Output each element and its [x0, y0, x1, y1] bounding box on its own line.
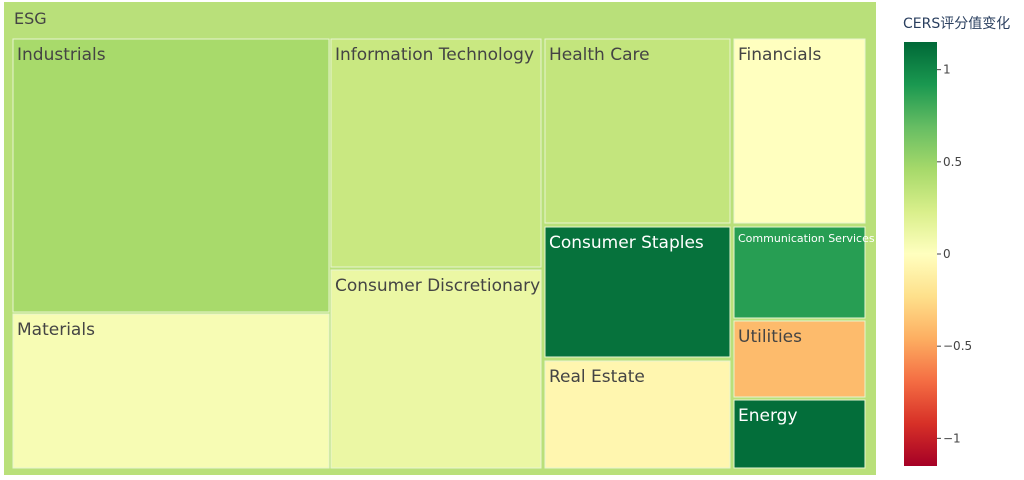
tile-financials[interactable]: Financials	[733, 38, 866, 224]
tile-energy[interactable]: Energy	[733, 399, 866, 469]
colorbar-tick-label: −0.5	[943, 339, 972, 353]
tile-utilities[interactable]: Utilities	[733, 320, 866, 398]
tile-rect-information-technology[interactable]	[330, 38, 542, 268]
tile-label-communication-services: Communication Services	[738, 232, 875, 245]
tile-health-care[interactable]: Health Care	[544, 38, 731, 224]
tile-communication-services[interactable]: Communication Services	[733, 226, 875, 319]
tile-rect-industrials[interactable]	[12, 38, 330, 313]
tile-label-real-estate: Real Estate	[549, 367, 645, 387]
colorbar-tick-label: −1	[943, 431, 961, 445]
tile-label-energy: Energy	[738, 406, 798, 426]
tile-rect-health-care[interactable]	[544, 38, 731, 224]
tile-label-industrials: Industrials	[17, 45, 106, 65]
colorbar-title: CERS评分值变化	[903, 16, 1010, 32]
tile-rect-consumer-staples[interactable]	[544, 226, 731, 358]
tile-industrials[interactable]: Industrials	[12, 38, 330, 313]
tile-label-financials: Financials	[738, 45, 821, 65]
treemap-tiles: Industrials Materials Information Technolo…	[12, 38, 875, 469]
tile-information-technology[interactable]: Information Technology	[330, 38, 542, 268]
tile-rect-consumer-discretionary[interactable]	[330, 269, 542, 469]
tile-rect-energy[interactable]	[733, 399, 866, 469]
tile-rect-materials[interactable]	[12, 313, 330, 469]
tile-label-consumer-discretionary: Consumer Discretionary	[335, 276, 540, 296]
tile-label-information-technology: Information Technology	[335, 45, 534, 65]
tile-label-materials: Materials	[17, 320, 95, 340]
colorbar-tick-label: 0.5	[943, 155, 962, 169]
tile-consumer-discretionary[interactable]: Consumer Discretionary	[330, 269, 542, 469]
tile-rect-communication-services[interactable]	[733, 226, 866, 319]
tile-real-estate[interactable]: Real Estate	[544, 360, 731, 469]
tile-label-health-care: Health Care	[549, 45, 650, 65]
colorbar-tick-label: 1	[943, 63, 951, 77]
root-label: ESG	[14, 9, 47, 28]
colorbar-ticks: 1 0.5 0 −0.5 −1	[937, 63, 972, 445]
tile-label-consumer-staples: Consumer Staples	[549, 233, 704, 253]
tile-label-utilities: Utilities	[738, 327, 802, 347]
tile-consumer-staples[interactable]: Consumer Staples	[544, 226, 731, 358]
tile-rect-utilities[interactable]	[733, 320, 866, 398]
colorbar	[904, 42, 937, 466]
tile-materials[interactable]: Materials	[12, 313, 330, 469]
colorbar-tick-label: 0	[943, 247, 951, 261]
tile-rect-financials[interactable]	[733, 38, 866, 224]
tile-rect-real-estate[interactable]	[544, 360, 731, 469]
